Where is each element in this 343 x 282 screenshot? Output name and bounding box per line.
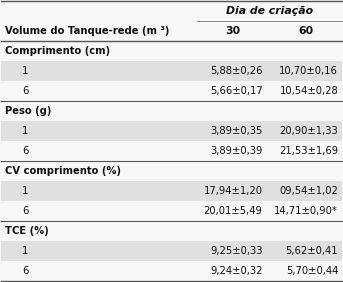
Text: 20,90±1,33: 20,90±1,33: [280, 126, 338, 136]
Text: Volume do Tanque-rede (m ³): Volume do Tanque-rede (m ³): [5, 26, 169, 36]
Text: 1: 1: [22, 246, 28, 256]
Text: 9,24±0,32: 9,24±0,32: [210, 266, 262, 276]
Bar: [1, 101, 342, 121]
Text: 6: 6: [22, 146, 28, 156]
Text: 1: 1: [22, 66, 28, 76]
Text: 10,54±0,28: 10,54±0,28: [280, 86, 338, 96]
Text: Dia de criação: Dia de criação: [226, 6, 313, 16]
Bar: [1, 181, 342, 201]
Text: Peso (g): Peso (g): [5, 106, 51, 116]
Text: Comprimento (cm): Comprimento (cm): [5, 46, 110, 56]
Text: 5,66±0,17: 5,66±0,17: [210, 86, 262, 96]
Bar: [1, 241, 342, 261]
Text: 10,70±0,16: 10,70±0,16: [279, 66, 338, 76]
Bar: [1, 81, 342, 101]
Text: 1: 1: [22, 126, 28, 136]
Text: 5,70±0,44: 5,70±0,44: [286, 266, 338, 276]
Bar: [1, 41, 342, 61]
Text: 6: 6: [22, 86, 28, 96]
Text: 21,53±1,69: 21,53±1,69: [279, 146, 338, 156]
Text: 9,25±0,33: 9,25±0,33: [210, 246, 262, 256]
Bar: [1, 201, 342, 221]
Bar: [1, 121, 342, 141]
Text: 5,62±0,41: 5,62±0,41: [286, 246, 338, 256]
Text: 3,89±0,35: 3,89±0,35: [210, 126, 262, 136]
Text: 20,01±5,49: 20,01±5,49: [204, 206, 262, 216]
Text: 14,71±0,90*: 14,71±0,90*: [274, 206, 338, 216]
Text: 1: 1: [22, 186, 28, 196]
Bar: [1, 161, 342, 181]
Text: 60: 60: [298, 26, 313, 36]
Text: 6: 6: [22, 266, 28, 276]
Text: 30: 30: [226, 26, 241, 36]
Bar: [1, 1, 342, 21]
Bar: [1, 261, 342, 281]
Bar: [1, 221, 342, 241]
Text: 3,89±0,39: 3,89±0,39: [210, 146, 262, 156]
Text: 6: 6: [22, 206, 28, 216]
Text: CV comprimento (%): CV comprimento (%): [5, 166, 121, 176]
Bar: [1, 61, 342, 81]
Text: 09,54±1,02: 09,54±1,02: [279, 186, 338, 196]
Text: 5,88±0,26: 5,88±0,26: [210, 66, 262, 76]
Bar: [1, 141, 342, 161]
Bar: [1, 21, 342, 41]
Text: TCE (%): TCE (%): [5, 226, 49, 236]
Text: 17,94±1,20: 17,94±1,20: [203, 186, 262, 196]
